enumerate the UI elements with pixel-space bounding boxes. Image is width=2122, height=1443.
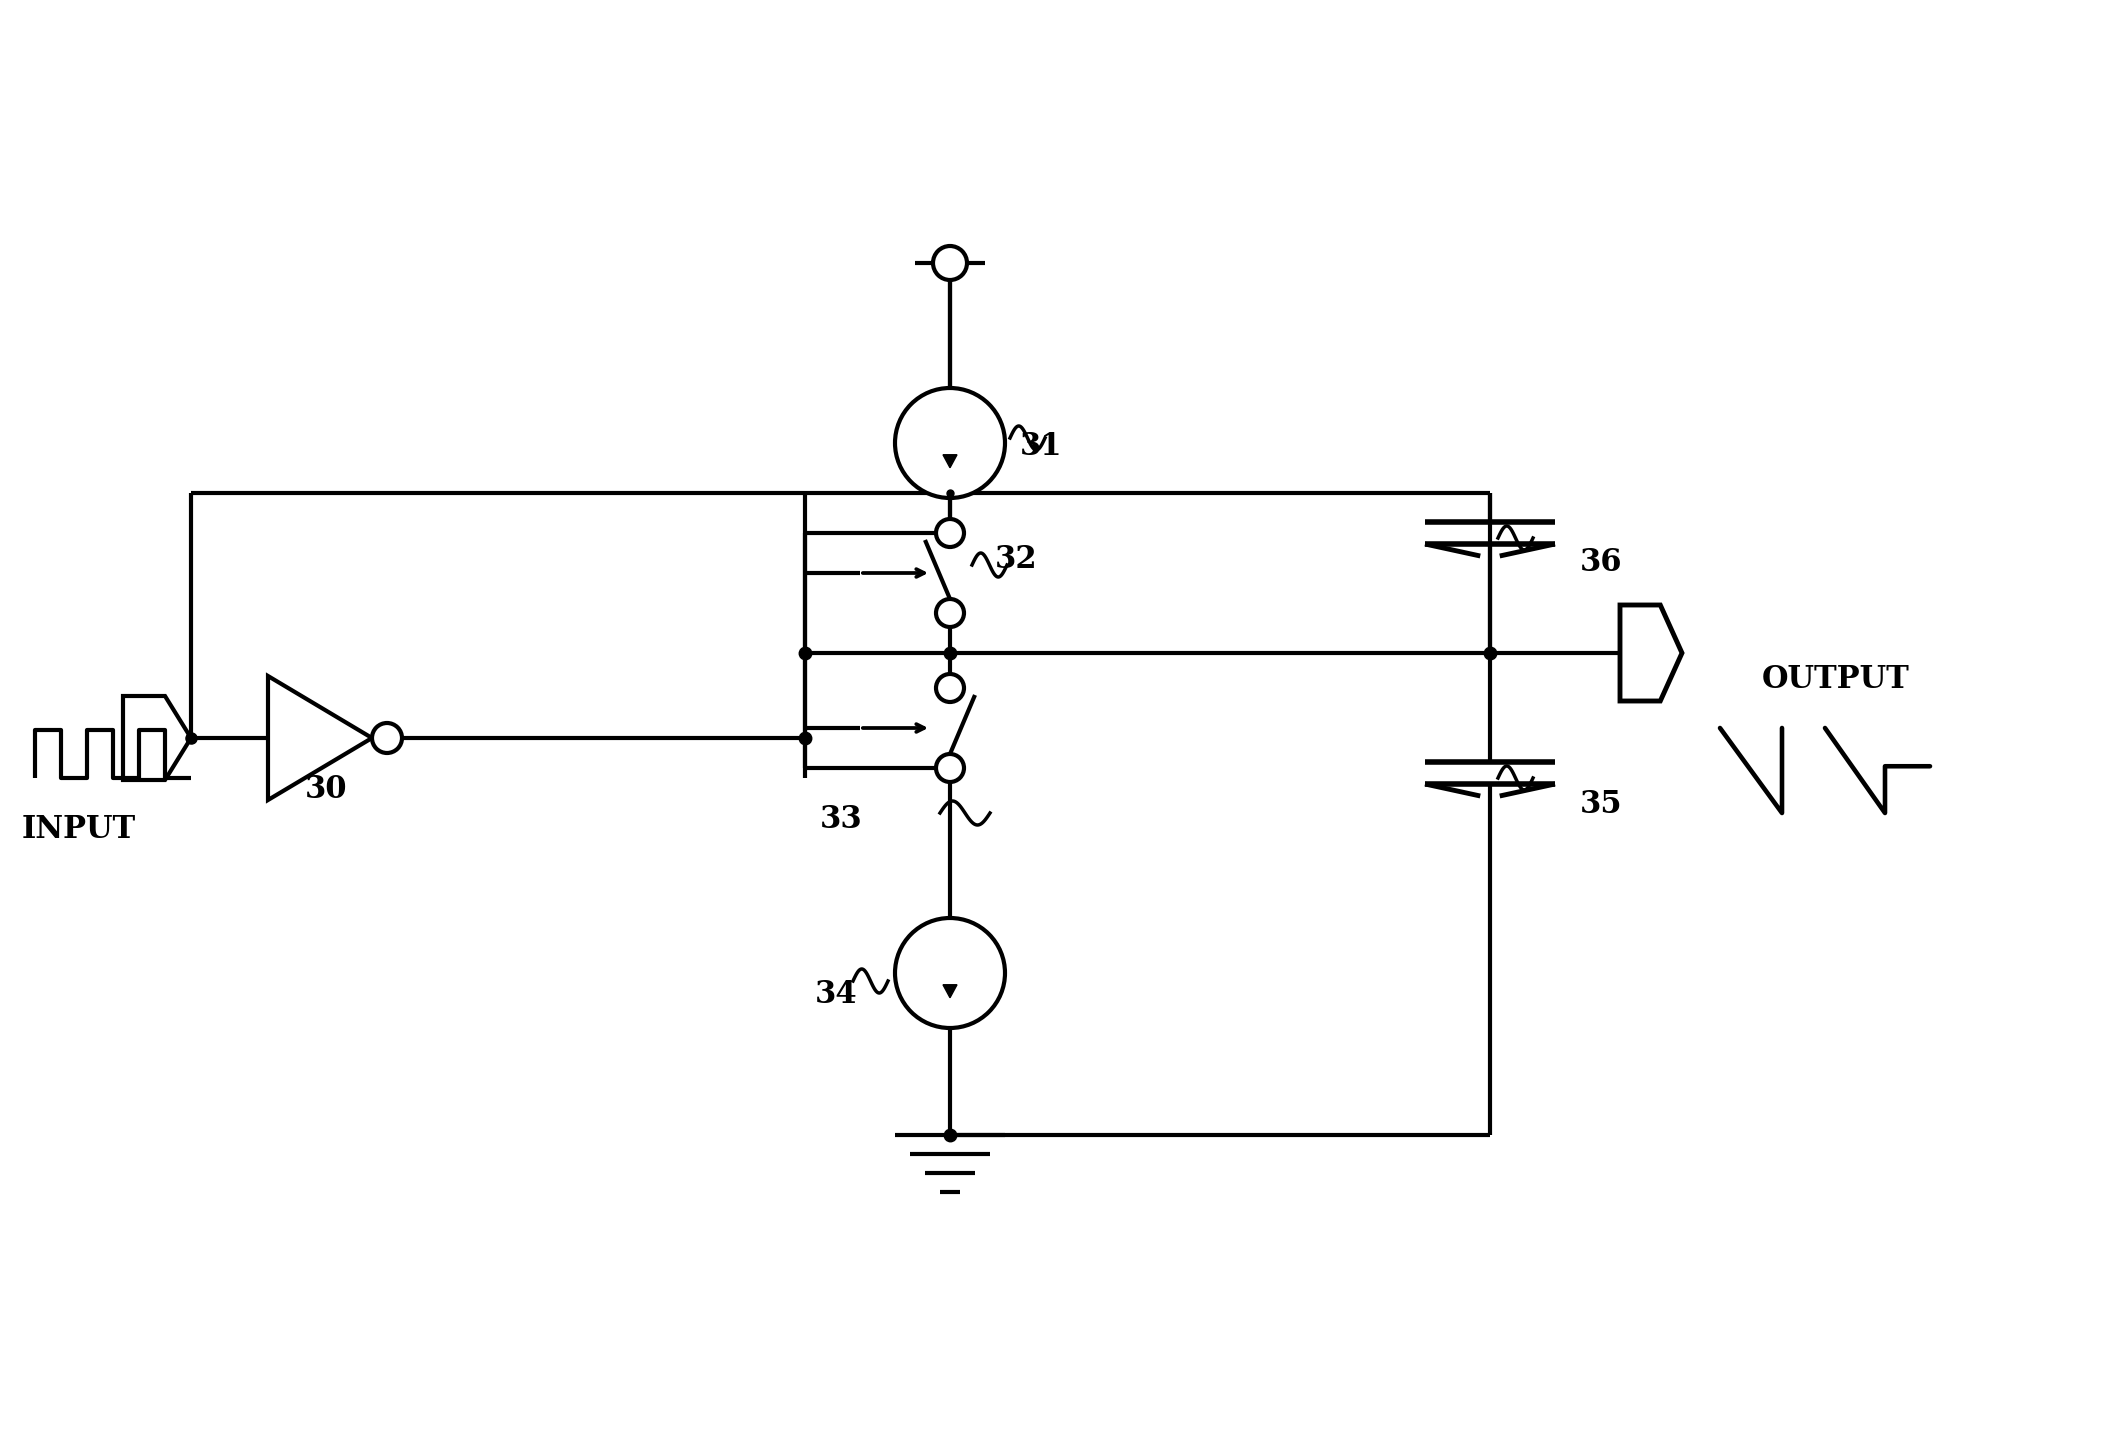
Circle shape [936,674,963,701]
Circle shape [895,388,1006,498]
Text: 30: 30 [306,773,348,805]
Polygon shape [942,984,957,997]
Text: 36: 36 [1581,547,1623,579]
Text: INPUT: INPUT [21,814,136,846]
Text: OUTPUT: OUTPUT [1761,664,1910,696]
Text: 32: 32 [995,544,1038,574]
Text: 35: 35 [1581,789,1623,820]
Circle shape [936,755,963,782]
Polygon shape [942,455,957,468]
Text: 33: 33 [819,804,864,835]
Circle shape [934,245,968,280]
Text: 31: 31 [1021,431,1063,462]
Circle shape [895,918,1006,1027]
Circle shape [371,723,401,753]
Circle shape [936,519,963,547]
Circle shape [936,599,963,628]
Text: 34: 34 [815,978,857,1010]
